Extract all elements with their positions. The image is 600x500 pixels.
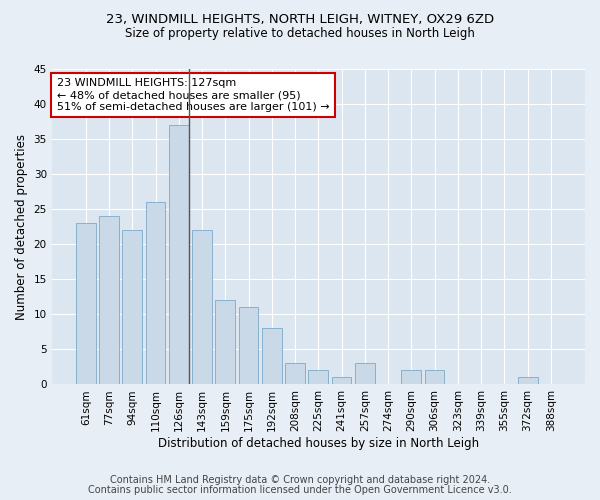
Bar <box>99 216 119 384</box>
Bar <box>76 223 95 384</box>
Bar <box>308 370 328 384</box>
Bar <box>239 308 259 384</box>
Text: Contains HM Land Registry data © Crown copyright and database right 2024.: Contains HM Land Registry data © Crown c… <box>110 475 490 485</box>
Bar <box>169 125 188 384</box>
Bar <box>146 202 166 384</box>
Bar <box>122 230 142 384</box>
Bar <box>355 364 375 384</box>
Text: 23 WINDMILL HEIGHTS: 127sqm
← 48% of detached houses are smaller (95)
51% of sem: 23 WINDMILL HEIGHTS: 127sqm ← 48% of det… <box>57 78 329 112</box>
Bar <box>332 378 352 384</box>
Text: Size of property relative to detached houses in North Leigh: Size of property relative to detached ho… <box>125 28 475 40</box>
Bar <box>285 364 305 384</box>
Bar <box>192 230 212 384</box>
Text: 23, WINDMILL HEIGHTS, NORTH LEIGH, WITNEY, OX29 6ZD: 23, WINDMILL HEIGHTS, NORTH LEIGH, WITNE… <box>106 12 494 26</box>
Bar <box>401 370 421 384</box>
Y-axis label: Number of detached properties: Number of detached properties <box>15 134 28 320</box>
Bar <box>518 378 538 384</box>
Bar <box>215 300 235 384</box>
Bar <box>425 370 445 384</box>
Text: Contains public sector information licensed under the Open Government Licence v3: Contains public sector information licen… <box>88 485 512 495</box>
X-axis label: Distribution of detached houses by size in North Leigh: Distribution of detached houses by size … <box>158 437 479 450</box>
Bar <box>262 328 282 384</box>
